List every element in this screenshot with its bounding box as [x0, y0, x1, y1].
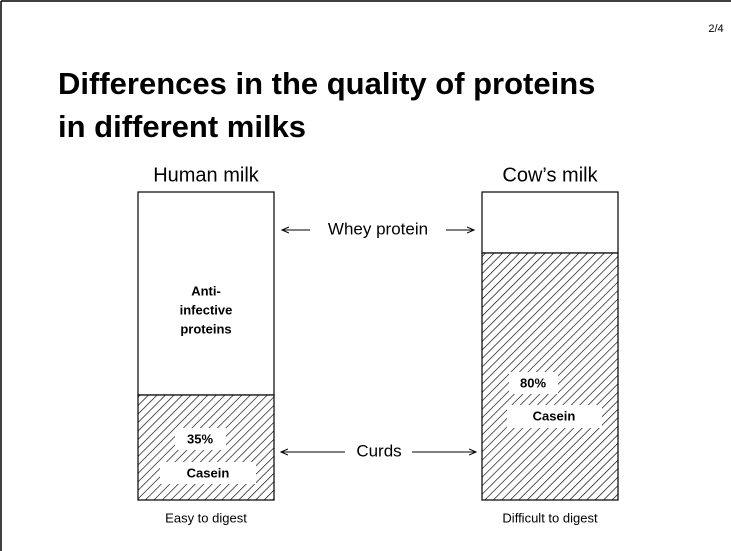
title: in different milks — [58, 109, 306, 144]
casein-label: Casein — [533, 408, 576, 423]
column-label: Cow’s milk — [502, 164, 598, 186]
column-label: Human milk — [153, 164, 260, 186]
whey-block — [137, 191, 275, 396]
label-box — [160, 462, 256, 484]
footer: Difficult to digest — [502, 510, 598, 525]
arrow-label: Curds — [356, 441, 401, 460]
arrow-label: Whey protein — [328, 219, 428, 238]
label-box — [175, 428, 226, 450]
footer: Easy to digest — [165, 510, 247, 525]
label-box — [509, 372, 558, 394]
casein-percent: 35% — [187, 431, 213, 446]
note: Anti- — [191, 283, 221, 298]
casein-label: Casein — [187, 465, 230, 480]
note: infective — [180, 302, 233, 317]
note: proteins — [180, 321, 231, 336]
casein-percent: 80% — [520, 375, 546, 390]
label-box — [507, 405, 602, 428]
title: Differences in the quality of proteins — [58, 66, 595, 101]
page-number: 2/4 — [708, 23, 723, 35]
whey-block — [481, 191, 619, 254]
